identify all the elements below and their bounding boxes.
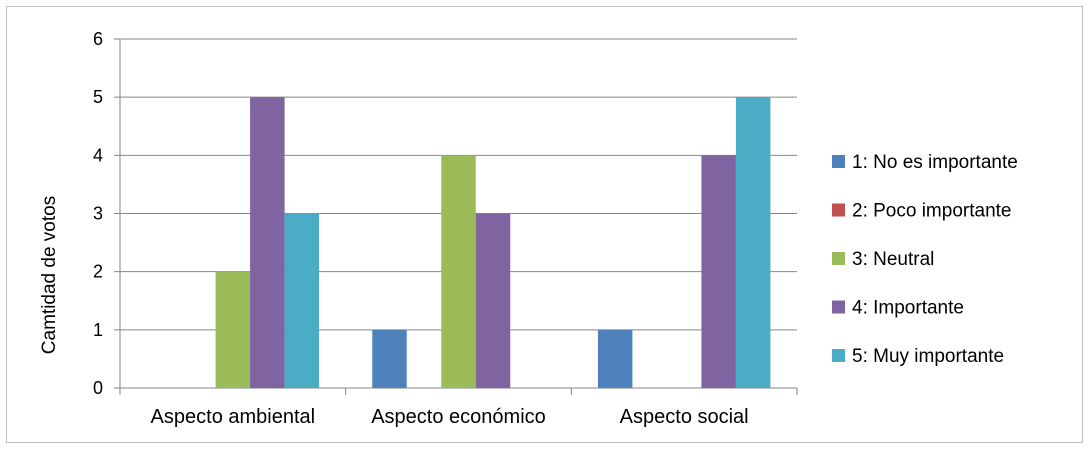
x-category-label: Aspecto social [620,406,749,428]
bar [441,155,476,388]
chart-frame [6,6,1083,443]
x-category-label: Aspecto ambiental [151,406,316,428]
legend-swatch [832,300,845,314]
legend-swatch [832,155,845,168]
y-tick-label: 2 [93,262,103,282]
y-tick-label: 6 [93,29,103,49]
legend-swatch [832,203,845,217]
bar [597,329,633,388]
x-category-label: Aspecto económico [371,406,546,428]
y-tick-label: 5 [93,87,103,107]
legend-label: 1: No es importante [852,152,1018,173]
bar [735,97,771,389]
legend-label: 2: Poco importante [852,201,1011,222]
legend-label: 5: Muy importante [852,346,1004,367]
y-axis-title: Camtidad de votos [39,196,60,354]
bar [284,213,320,388]
bar [372,329,407,388]
legend-label: 4: Importante [852,298,964,319]
y-tick-label: 4 [93,145,103,165]
y-tick-label: 3 [93,204,103,224]
y-tick-label: 0 [93,378,103,398]
legend-swatch [832,252,845,265]
bar [215,271,251,388]
legend-label: 3: Neutral [852,249,934,270]
bar [475,213,511,388]
y-tick-label: 1 [93,320,103,340]
bar [701,155,736,388]
legend-swatch [832,349,845,362]
bar [250,97,285,389]
